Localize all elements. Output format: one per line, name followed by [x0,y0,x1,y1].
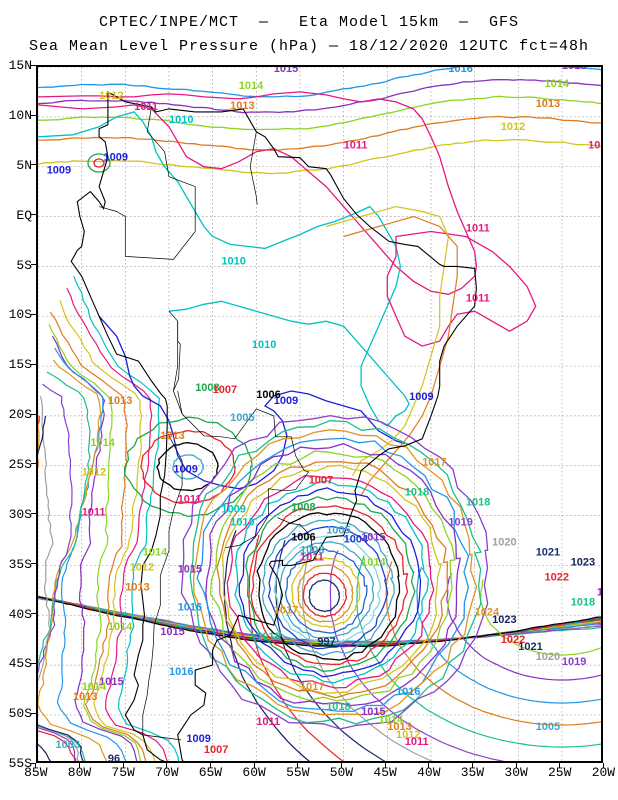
svg-text:1009: 1009 [221,504,245,516]
svg-text:1003: 1003 [55,739,79,751]
svg-text:1012: 1012 [501,121,525,133]
svg-text:1012: 1012 [99,90,123,102]
svg-text:1011: 1011 [256,716,280,728]
svg-text:1010: 1010 [252,339,276,351]
svg-text:1013: 1013 [160,430,184,442]
svg-text:1016: 1016 [177,601,201,613]
svg-text:1023: 1023 [570,557,594,569]
svg-text:1021: 1021 [535,547,559,559]
svg-text:1015: 1015 [597,586,604,598]
svg-text:1009: 1009 [46,165,70,177]
svg-text:1017: 1017 [274,604,298,616]
svg-text:1017: 1017 [422,457,446,469]
svg-text:1007: 1007 [212,384,236,396]
svg-text:1011: 1011 [343,140,367,152]
svg-text:1018: 1018 [466,497,490,509]
svg-text:1011: 1011 [405,736,429,748]
svg-text:1016: 1016 [396,686,420,698]
svg-text:1019: 1019 [562,656,586,668]
svg-text:1006: 1006 [256,389,280,401]
svg-text:1018: 1018 [570,596,594,608]
svg-text:1014: 1014 [108,621,133,633]
svg-text:1014: 1014 [90,437,115,449]
svg-text:1009: 1009 [409,391,433,403]
svg-text:1018: 1018 [256,631,280,643]
svg-text:1011: 1011 [134,101,158,113]
svg-text:1023: 1023 [492,614,516,626]
svg-text:1020: 1020 [535,651,559,663]
svg-text:1013: 1013 [125,581,149,593]
svg-text:1013: 1013 [108,395,132,407]
svg-text:1010: 1010 [221,256,245,268]
svg-text:1006: 1006 [291,532,315,544]
svg-text:1015: 1015 [361,532,385,544]
svg-text:1010: 1010 [230,517,254,529]
svg-text:1013: 1013 [73,691,97,703]
svg-text:997: 997 [317,636,335,648]
svg-text:1008: 1008 [291,502,315,514]
svg-text:1014: 1014 [544,78,569,90]
svg-text:1015: 1015 [177,564,201,576]
svg-text:1014: 1014 [143,547,168,559]
svg-text:1013: 1013 [230,100,254,112]
svg-text:1014: 1014 [361,557,386,569]
svg-text:1011: 1011 [588,140,603,152]
svg-text:1016: 1016 [448,67,472,75]
svg-text:1019: 1019 [448,517,472,529]
svg-text:1016: 1016 [169,666,193,678]
svg-text:1007: 1007 [204,744,228,756]
svg-text:1015: 1015 [562,67,586,72]
svg-text:1011: 1011 [466,223,490,235]
svg-text:1011: 1011 [177,494,201,506]
svg-text:1017: 1017 [300,681,324,693]
svg-text:96: 96 [108,753,120,763]
svg-text:1011: 1011 [466,292,490,304]
svg-text:1011: 1011 [300,552,324,564]
svg-text:1018: 1018 [405,487,429,499]
svg-text:1015: 1015 [274,67,298,75]
svg-text:1011: 1011 [81,507,105,519]
svg-text:1013: 1013 [535,98,559,110]
svg-text:1022: 1022 [544,572,568,584]
svg-text:1018: 1018 [326,701,350,713]
svg-text:1007: 1007 [308,475,332,487]
svg-text:1012: 1012 [81,467,105,479]
svg-text:1009: 1009 [103,152,127,164]
svg-text:1020: 1020 [492,537,516,549]
svg-text:1005: 1005 [535,721,559,733]
svg-text:1012: 1012 [129,562,153,574]
svg-text:1014: 1014 [239,80,264,92]
svg-text:1010: 1010 [169,114,193,126]
svg-text:1015: 1015 [160,626,184,638]
svg-text:1009: 1009 [173,464,197,476]
svg-text:1005: 1005 [230,412,254,424]
